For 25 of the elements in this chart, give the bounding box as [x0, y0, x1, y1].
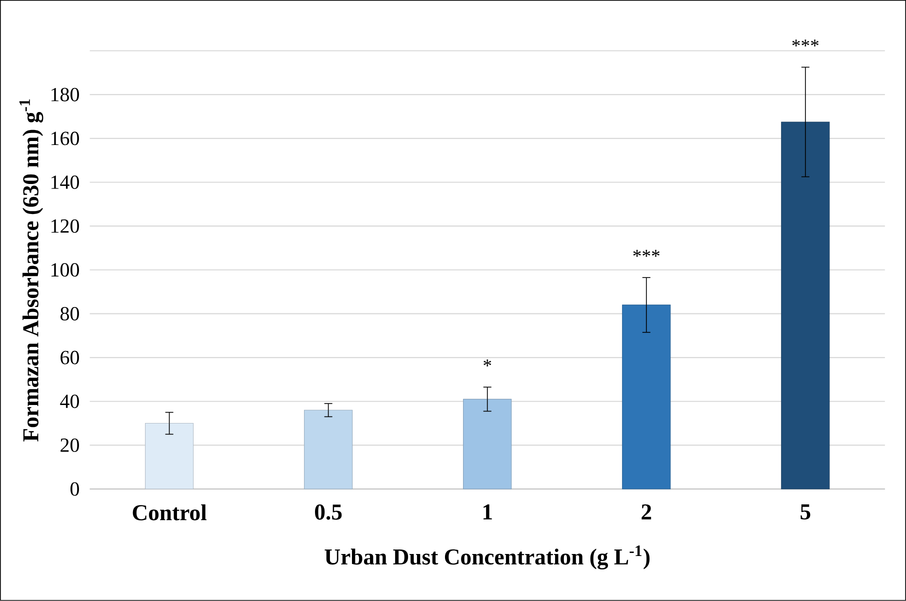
x-axis-title: Urban Dust Concentration (g L$^{-1}$) — [324, 546, 650, 570]
y-tick-label: 160 — [51, 132, 79, 146]
y-axis-title: Formazan Absorbance (630 nm) g$^{-1}$ — [19, 99, 44, 442]
bar — [145, 423, 194, 490]
annotation: * — [484, 360, 492, 366]
annotation: *** — [633, 250, 660, 257]
bar — [463, 398, 512, 490]
y-tick-label: 140 — [51, 176, 79, 190]
y-tick-label: 180 — [51, 88, 79, 102]
x-tick-label: 5 — [800, 504, 810, 520]
bar — [781, 122, 830, 490]
annotation: *** — [792, 40, 819, 47]
y-tick-label: 60 — [60, 350, 79, 364]
bar — [622, 304, 671, 490]
y-tick-label: 80 — [60, 307, 79, 321]
y-tick-label: 100 — [51, 263, 79, 277]
x-tick-label: 1 — [484, 504, 492, 520]
y-tick-label: 120 — [51, 219, 79, 233]
y-tick-label: 40 — [60, 394, 79, 408]
x-tick-label: Control — [132, 504, 207, 520]
y-tick-label: 0 — [70, 482, 79, 496]
y-tick-label: 20 — [60, 438, 79, 452]
x-tick-label: 2 — [642, 504, 652, 520]
x-tick-label: 0.5 — [315, 504, 342, 520]
bar — [304, 410, 353, 490]
